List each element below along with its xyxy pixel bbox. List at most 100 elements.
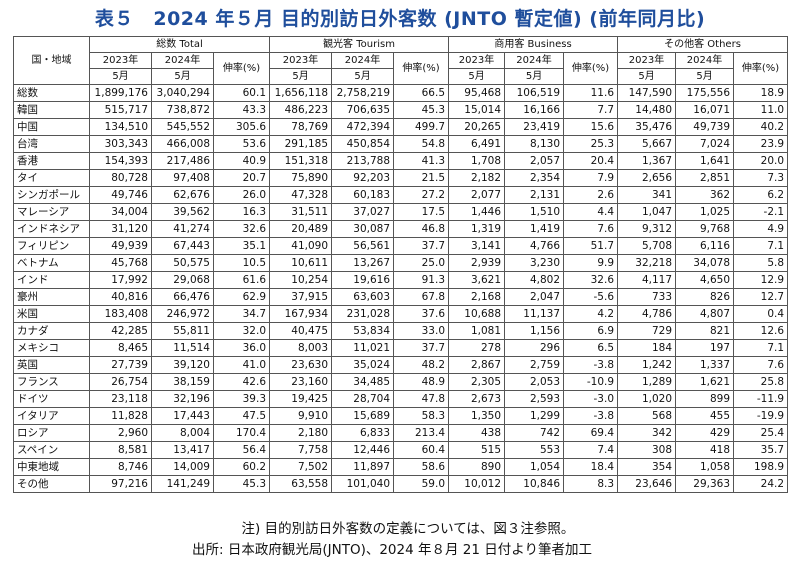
value-cell: 1,350 xyxy=(448,407,506,425)
value-cell: 14,480 xyxy=(617,101,677,119)
table-row: 韓国 515,717 738,872 43.3 486,223 706,635 45.3 15… xyxy=(13,101,789,119)
value-cell: 4,802 xyxy=(504,271,565,289)
value-cell: 48.2 xyxy=(393,356,450,374)
value-cell: 1,708 xyxy=(448,152,506,170)
country-cell: イタリア xyxy=(13,407,90,425)
footnote: 注) 目的別訪日外客数の定義については、図３注参照。 xyxy=(241,521,575,537)
value-cell: 4,766 xyxy=(504,237,565,255)
value-cell: 47.5 xyxy=(212,407,271,425)
value-cell: 9,768 xyxy=(675,220,735,238)
value-cell: 15,014 xyxy=(448,101,506,119)
year-2024-header: 2024年 xyxy=(675,52,735,69)
value-cell: 2,047 xyxy=(504,288,565,306)
country-cell: 豪州 xyxy=(13,288,90,306)
value-cell: 134,510 xyxy=(89,118,152,136)
value-cell: 2.6 xyxy=(563,186,619,204)
value-cell: 16,166 xyxy=(504,101,565,119)
rate-header: 伸率(%) xyxy=(733,52,789,85)
value-cell: 1,058 xyxy=(675,458,735,476)
value-cell: 706,635 xyxy=(331,101,395,119)
table-body: 総数 1,899,176 3,040,294 60.1 1,656,118 2,758,2… xyxy=(13,84,789,493)
value-cell: -10.9 xyxy=(563,373,619,391)
value-cell: 92,203 xyxy=(331,169,395,187)
value-cell: 63,603 xyxy=(331,288,395,306)
value-cell: 291,185 xyxy=(269,135,333,153)
value-cell: 303,343 xyxy=(89,135,152,153)
value-cell: 568 xyxy=(617,407,677,425)
table-row: 豪州 40,816 66,476 62.9 37,915 63,603 67.8 2,168 2… xyxy=(13,288,789,306)
value-cell: 729 xyxy=(617,322,677,340)
country-cell: メキシコ xyxy=(13,339,90,357)
value-cell: 296 xyxy=(504,339,565,357)
value-cell: 67.8 xyxy=(393,288,450,306)
corner-header: 国・地域 xyxy=(13,36,90,85)
value-cell: 7,758 xyxy=(269,441,333,459)
table-row: 中東地域 8,746 14,009 60.2 7,502 11,897 58.6 890 1,0… xyxy=(13,458,789,476)
value-cell: 16,071 xyxy=(675,101,735,119)
value-cell: 34.7 xyxy=(212,305,271,323)
value-cell: 101,040 xyxy=(331,475,395,493)
value-cell: 5,667 xyxy=(617,135,677,153)
value-cell: 466,008 xyxy=(151,135,214,153)
value-cell: 1,081 xyxy=(448,322,506,340)
rate-header: 伸率(%) xyxy=(563,52,619,85)
value-cell: 61.6 xyxy=(212,271,271,289)
value-cell: 6,116 xyxy=(675,237,735,255)
value-cell: 2,758,219 xyxy=(331,84,395,102)
table-row: その他 97,216 141,249 45.3 63,558 101,040 59.0 10,… xyxy=(13,475,789,493)
value-cell: 455 xyxy=(675,407,735,425)
value-cell: 738,872 xyxy=(151,101,214,119)
year-2023-header: 2023年 xyxy=(269,52,333,69)
value-cell: 8,581 xyxy=(89,441,152,459)
value-cell: 10,012 xyxy=(448,475,506,493)
value-cell: 40.9 xyxy=(212,152,271,170)
value-cell: 2,053 xyxy=(504,373,565,391)
value-cell: 23.9 xyxy=(733,135,789,153)
value-cell: 2,851 xyxy=(675,169,735,187)
value-cell: 515,717 xyxy=(89,101,152,119)
value-cell: 95,468 xyxy=(448,84,506,102)
value-cell: 362 xyxy=(675,186,735,204)
value-cell: 8,746 xyxy=(89,458,152,476)
value-cell: 341 xyxy=(617,186,677,204)
table-row: メキシコ 8,465 11,514 36.0 8,003 11,021 37.7 278 296… xyxy=(13,339,789,357)
value-cell: 1,054 xyxy=(504,458,565,476)
table-row: フランス 26,754 38,159 42.6 23,160 34,485 48.9 2,30… xyxy=(13,373,789,391)
year-2024-header: 2024年 xyxy=(331,52,395,69)
value-cell: 54.8 xyxy=(393,135,450,153)
country-cell: 台湾 xyxy=(13,135,90,153)
value-cell: 4.4 xyxy=(563,203,619,221)
value-cell: 342 xyxy=(617,424,677,442)
value-cell: 553 xyxy=(504,441,565,459)
value-cell: 472,394 xyxy=(331,118,395,136)
country-cell: インド xyxy=(13,271,90,289)
value-cell: 60.2 xyxy=(212,458,271,476)
value-cell: 58.6 xyxy=(393,458,450,476)
value-cell: 31,120 xyxy=(89,220,152,238)
value-cell: 45,768 xyxy=(89,254,152,272)
value-cell: 7.7 xyxy=(563,101,619,119)
country-cell: 総数 xyxy=(13,84,90,102)
value-cell: 213,788 xyxy=(331,152,395,170)
rate-header: 伸率(%) xyxy=(212,52,271,85)
value-cell: 23,419 xyxy=(504,118,565,136)
value-cell: 217,486 xyxy=(151,152,214,170)
value-cell: 1,020 xyxy=(617,390,677,408)
value-cell: 35,024 xyxy=(331,356,395,374)
value-cell: 34,078 xyxy=(675,254,735,272)
value-cell: 499.7 xyxy=(393,118,450,136)
value-cell: 197 xyxy=(675,339,735,357)
value-cell: 8,003 xyxy=(269,339,333,357)
value-cell: 25.4 xyxy=(733,424,789,442)
value-cell: 106,519 xyxy=(504,84,565,102)
value-cell: 4,786 xyxy=(617,305,677,323)
year-2023-header: 2023年 xyxy=(448,52,506,69)
value-cell: 141,249 xyxy=(151,475,214,493)
year-2023-header: 2023年 xyxy=(617,52,677,69)
source-line: 出所: 日本政府観光局(JNTO)、2024 年８月 21 日付より筆者加工 xyxy=(192,542,592,558)
value-cell: 4,807 xyxy=(675,305,735,323)
value-cell: 20.7 xyxy=(212,169,271,187)
value-cell: 36.0 xyxy=(212,339,271,357)
country-cell: インドネシア xyxy=(13,220,90,238)
value-cell: 2,759 xyxy=(504,356,565,374)
